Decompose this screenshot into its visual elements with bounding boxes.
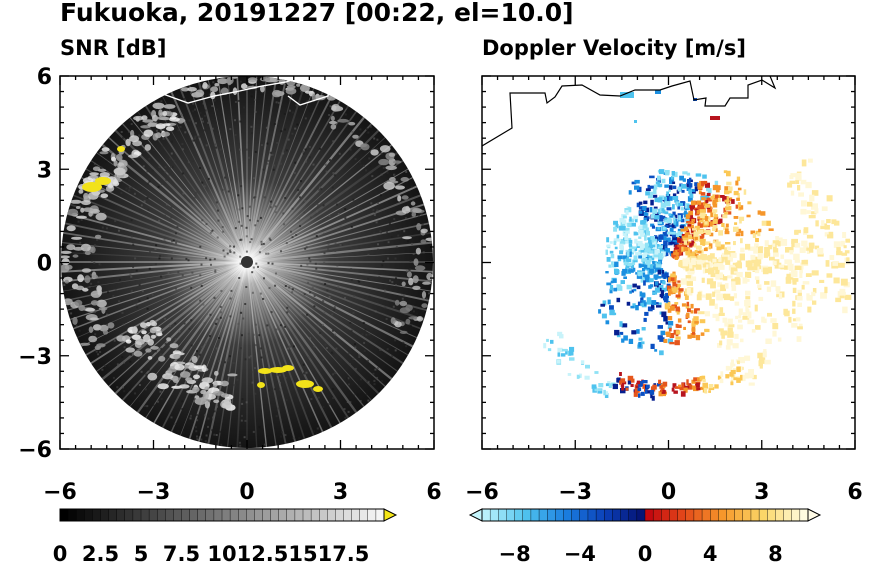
x-tick-label: 6 (847, 480, 862, 505)
snr-colorbar-labels: 0 2.5 5 7.5 10 12.5 15 17.5 (53, 542, 370, 566)
colorbar-tick-label: −8 (498, 542, 530, 566)
x-tick-label: 3 (333, 480, 348, 505)
colorbar-tick-label: 0 (53, 542, 68, 566)
x-tick-label: 0 (661, 480, 676, 505)
colorbar-tick-label: 15 (288, 542, 317, 566)
doppler-panel-title: Doppler Velocity [m/s] (482, 36, 746, 60)
doppler-panel (481, 75, 856, 450)
colorbar-tick-label: 4 (703, 542, 718, 566)
y-tick-label: 3 (37, 158, 52, 183)
snr-x-tick-labels: −6 −3 0 3 6 (43, 480, 442, 505)
snr-echo-ring (61, 76, 433, 411)
colorbar-tick-label: 10 (207, 542, 236, 566)
x-tick-label: 6 (426, 480, 441, 505)
colorbar-tick-label: 2.5 (82, 542, 119, 566)
doppler-x-tick-labels: −6 −3 0 3 6 (465, 480, 863, 505)
colorbar-tick-label: 5 (134, 542, 149, 566)
snr-axis-ticks (59, 75, 435, 450)
doppler-colorbar-labels: −8 −4 0 4 8 (498, 542, 782, 566)
x-tick-label: −6 (43, 480, 77, 505)
doppler-velocity-field (543, 90, 852, 401)
figure-title: Fukuoka, 20191227 [00:22, el=10.0] (60, 0, 574, 27)
y-tick-label: 6 (37, 65, 52, 90)
y-tick-label: −3 (18, 345, 52, 370)
colorbar-tick-label: 12.5 (237, 542, 289, 566)
colorbar-tick-label: 8 (768, 542, 783, 566)
snr-panel-title: SNR [dB] (60, 36, 167, 60)
doppler-colorbar (468, 508, 822, 522)
x-tick-label: 0 (239, 480, 254, 505)
y-tick-label: 0 (37, 252, 52, 277)
doppler-coastline (482, 76, 777, 147)
y-tick-label: −6 (18, 438, 52, 463)
doppler-axis-ticks (481, 75, 856, 450)
snr-colorbar (59, 508, 398, 522)
colorbar-tick-label: 17.5 (318, 542, 370, 566)
snr-y-tick-labels: 6 3 0 −3 −6 (18, 65, 52, 463)
snr-coastline (162, 76, 331, 106)
snr-center-blank (241, 256, 253, 268)
x-tick-label: −6 (465, 480, 499, 505)
snr-panel (59, 75, 435, 450)
x-tick-label: −3 (558, 480, 592, 505)
snr-rays (61, 76, 433, 448)
colorbar-tick-label: −4 (564, 542, 596, 566)
x-tick-label: 3 (754, 480, 769, 505)
colorbar-tick-label: 0 (638, 542, 653, 566)
x-tick-label: −3 (137, 480, 171, 505)
colorbar-tick-label: 7.5 (163, 542, 200, 566)
